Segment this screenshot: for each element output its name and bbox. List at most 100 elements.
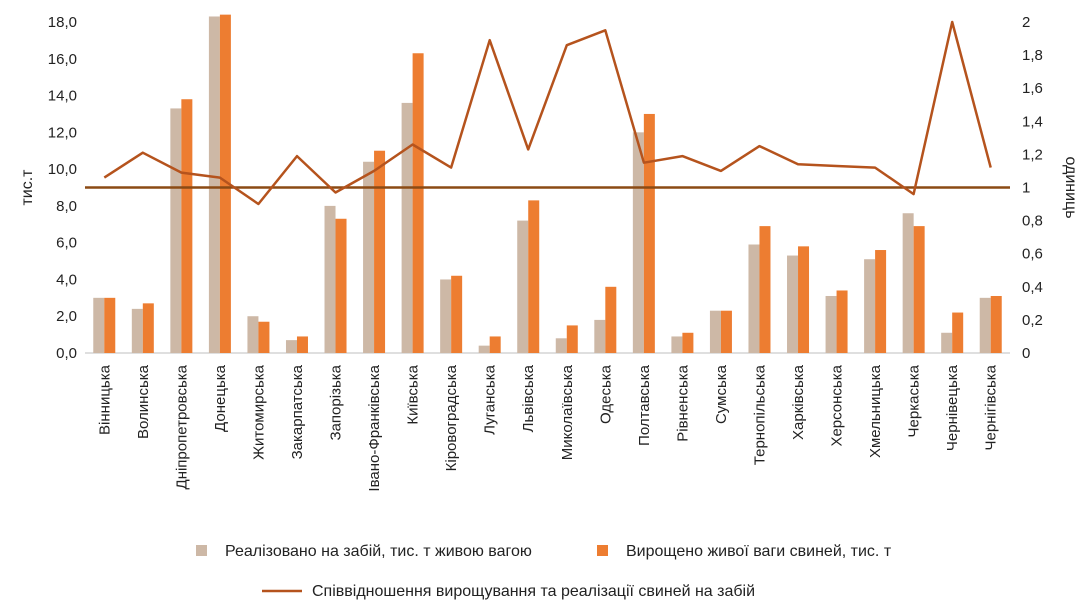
y2-tick-label: 1,8 — [1022, 47, 1043, 64]
bar-grown — [104, 297, 116, 353]
category-label: Херсонська — [829, 364, 846, 446]
category-label: Черкаська — [906, 364, 923, 437]
category-label: Івано-Франківська — [366, 364, 383, 491]
y2-tick-label: 1 — [1022, 180, 1030, 197]
bar-sold — [363, 161, 375, 353]
bar-sold — [864, 259, 876, 353]
bar-sold — [93, 297, 105, 353]
legend-label-ratio: Співвідношення вирощування та реалізації… — [312, 583, 755, 600]
category-label: Житомирська — [250, 364, 267, 460]
bar-sold — [979, 297, 991, 353]
bar-grown — [219, 14, 231, 354]
bar-sold — [825, 295, 837, 353]
y2-tick-label: 2 — [1022, 14, 1030, 31]
category-label: Чернівецька — [944, 364, 961, 451]
bar-grown — [759, 226, 771, 353]
y-tick-label: 10,0 — [48, 161, 77, 178]
category-label: Тернопільська — [751, 364, 768, 465]
bar-sold — [517, 220, 529, 353]
bar-grown — [682, 332, 694, 353]
bar-grown — [913, 226, 925, 353]
category-label: Київська — [405, 364, 422, 424]
bar-grown — [296, 336, 308, 353]
category-label: Дніпропетровська — [173, 364, 190, 489]
category-label: Луганська — [482, 364, 499, 434]
legend-label-sold: Реалізовано на забій, тис. т живою вагою — [225, 543, 532, 560]
bar-grown — [142, 303, 154, 353]
y2-tick-label: 0,6 — [1022, 246, 1043, 263]
bar-sold — [247, 316, 259, 353]
legend-swatch-grown — [597, 545, 608, 556]
y-tick-label: 8,0 — [56, 198, 77, 215]
bar-grown — [489, 336, 501, 353]
y2-axis-title: одиниць — [1062, 156, 1079, 218]
bar-sold — [632, 132, 644, 353]
bar-sold — [478, 345, 490, 353]
bar-grown — [720, 310, 732, 353]
bar-sold — [440, 279, 452, 353]
category-label: Донецька — [212, 364, 229, 432]
y-tick-label: 4,0 — [56, 271, 77, 288]
bar-grown — [566, 325, 578, 353]
bar-sold — [131, 308, 143, 353]
legend-swatch-sold — [196, 545, 207, 556]
category-label: Волинська — [135, 364, 152, 439]
category-label: Харківська — [790, 364, 807, 440]
category-label: Запорізька — [328, 364, 345, 440]
y-tick-label: 6,0 — [56, 235, 77, 252]
bar-grown — [528, 200, 540, 353]
bar-sold — [902, 213, 914, 353]
bar-grown — [605, 286, 617, 353]
y-tick-label: 0,0 — [56, 345, 77, 362]
y-tick-label: 18,0 — [48, 14, 77, 31]
y-tick-label: 14,0 — [48, 88, 77, 105]
bar-grown — [990, 295, 1002, 353]
bar-sold — [709, 310, 721, 353]
bar-grown — [451, 275, 463, 353]
bar-grown — [412, 53, 424, 354]
category-label: Полтавська — [636, 364, 653, 446]
category-label: Львівська — [520, 364, 537, 432]
bar-sold — [941, 332, 953, 353]
bar-sold — [671, 336, 683, 353]
category-label: Миколаївська — [559, 364, 576, 460]
y2-tick-label: 1,6 — [1022, 80, 1043, 97]
bar-grown — [258, 321, 270, 353]
y2-tick-label: 0,2 — [1022, 312, 1043, 329]
bar-sold — [401, 102, 413, 354]
category-label: Кіровоградська — [443, 364, 460, 471]
y-tick-label: 2,0 — [56, 308, 77, 325]
category-label: Одеська — [597, 364, 614, 424]
bar-sold — [170, 108, 182, 353]
bar-grown — [798, 246, 810, 353]
bar-grown — [952, 312, 964, 353]
y-axis-title: тис.т — [19, 169, 36, 206]
y2-tick-label: 0,4 — [1022, 279, 1043, 296]
legend-label-grown: Вирощено живої ваги свиней, тис. т — [626, 543, 892, 560]
bar-sold — [555, 338, 567, 353]
category-label: Вінницька — [96, 364, 113, 435]
category-label: Чернігівська — [983, 364, 1000, 450]
ratio-line — [103, 20, 992, 206]
y-tick-label: 16,0 — [48, 51, 77, 68]
y2-tick-label: 1,4 — [1022, 113, 1043, 130]
bar-grown — [374, 150, 386, 353]
category-label: Хмельницька — [867, 364, 884, 458]
y-tick-label: 12,0 — [48, 124, 77, 141]
y2-tick-label: 1,2 — [1022, 146, 1043, 163]
bar-grown — [875, 250, 887, 353]
bar-grown — [335, 218, 347, 353]
bar-sold — [324, 205, 336, 353]
bar-sold — [748, 244, 760, 353]
y2-tick-label: 0 — [1022, 345, 1030, 362]
category-label: Рівненська — [674, 364, 691, 441]
bar-sold — [208, 16, 220, 353]
category-label: Закарпатська — [289, 364, 306, 459]
bar-sold — [787, 255, 799, 353]
bar-sold — [285, 340, 297, 353]
bar-sold — [594, 319, 606, 353]
y2-tick-label: 0,8 — [1022, 213, 1043, 230]
category-label: Сумська — [713, 364, 730, 424]
